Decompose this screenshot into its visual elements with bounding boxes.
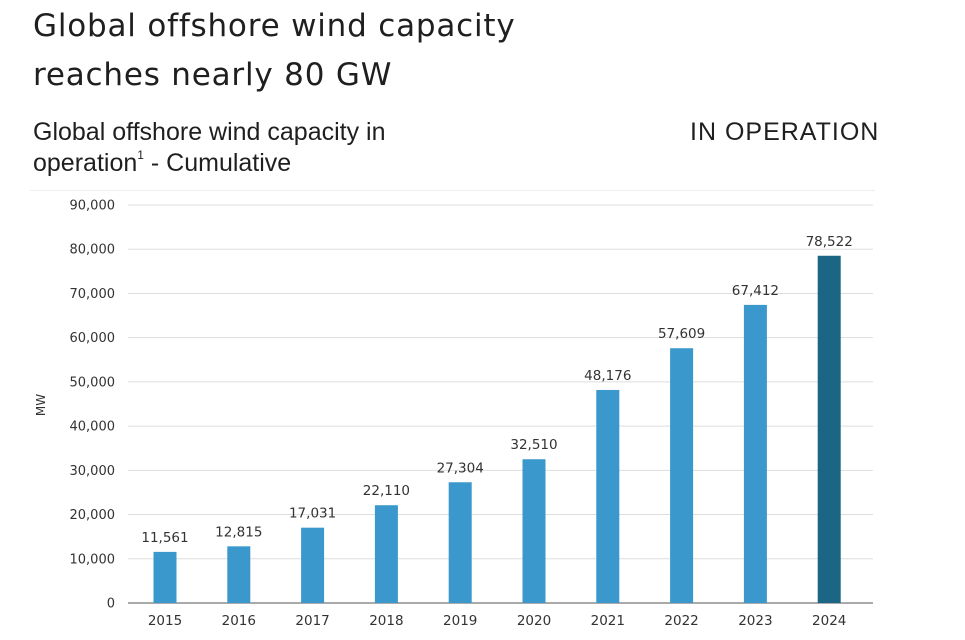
x-tick-label-2018: 2018	[369, 613, 403, 629]
headline-line-1: Global offshore wind capacity	[33, 8, 516, 44]
bar-2020	[522, 459, 546, 603]
y-tick-label: 30,000	[70, 464, 116, 479]
data-label-2015: 11,561	[141, 530, 188, 546]
bar-2015	[153, 551, 177, 603]
x-tick-label-2015: 2015	[148, 613, 182, 629]
status-label: IN OPERATION	[690, 118, 880, 146]
y-tick-label: 10,000	[70, 552, 116, 567]
data-label-2022: 57,609	[658, 326, 705, 342]
chart-title-text: Global offshore wind capacity in operati…	[33, 118, 386, 177]
x-tick-label-2019: 2019	[443, 613, 477, 629]
data-label-2018: 22,110	[363, 483, 410, 499]
y-tick-label: 0	[107, 597, 115, 612]
x-tick-label-2023: 2023	[738, 613, 772, 629]
data-label-2017: 17,031	[289, 506, 336, 522]
x-tick-label-2022: 2022	[664, 613, 698, 629]
x-tick-label-2021: 2021	[591, 613, 625, 629]
y-tick-label: 70,000	[70, 287, 116, 302]
y-tick-label: 80,000	[70, 243, 116, 258]
chart-title: Global offshore wind capacity in operati…	[33, 117, 503, 179]
bar-2023	[743, 304, 767, 603]
x-tick-label-2017: 2017	[295, 613, 329, 629]
x-tick-label-2016: 2016	[222, 613, 256, 629]
footnote-marker: 1	[137, 148, 144, 162]
headline: Global offshore wind capacity reaches ne…	[33, 2, 733, 100]
y-tick-label: 40,000	[70, 420, 116, 435]
y-tick-label: 20,000	[70, 508, 116, 523]
data-label-2021: 48,176	[584, 368, 631, 384]
bar-2019	[448, 482, 472, 603]
bar-2018	[374, 505, 398, 603]
data-label-2023: 67,412	[732, 283, 779, 299]
y-tick-label: 90,000	[70, 199, 116, 214]
x-tick-label-2024: 2024	[812, 613, 846, 629]
chart-title-suffix: - Cumulative	[143, 149, 292, 177]
title-divider	[30, 190, 875, 191]
bar-2024	[817, 255, 841, 603]
data-label-2020: 32,510	[510, 437, 557, 453]
bar-2016	[227, 546, 251, 603]
bar-2022	[670, 348, 694, 603]
y-tick-label: 60,000	[70, 331, 116, 346]
x-tick-label-2020: 2020	[517, 613, 551, 629]
headline-line-2: reaches nearly 80 GW	[33, 57, 393, 93]
data-label-2016: 12,815	[215, 524, 262, 540]
data-label-2024: 78,522	[806, 234, 853, 250]
y-axis-label: MW	[34, 394, 48, 416]
bar-2021	[596, 389, 620, 603]
y-tick-label: 50,000	[70, 375, 116, 390]
data-label-2019: 27,304	[437, 460, 484, 476]
bar-2017	[301, 527, 325, 603]
